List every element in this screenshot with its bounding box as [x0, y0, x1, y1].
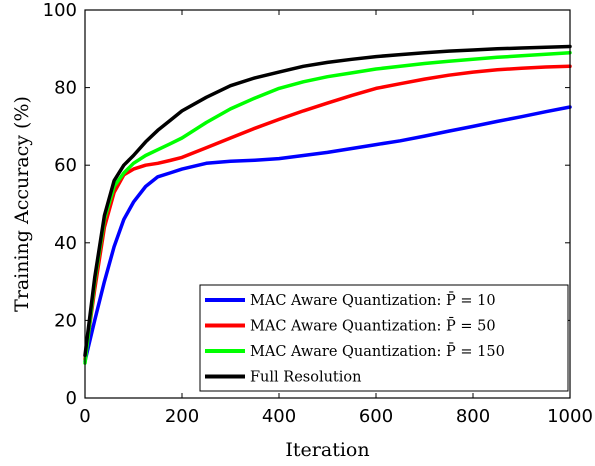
- tick-layer: 0 200 400 600 800 1000 0 20 40 60 80 100: [43, 0, 593, 427]
- plot-frame: [84, 9, 571, 399]
- legend-label: MAC Aware Quantization: P̄ = 10: [250, 291, 496, 309]
- x-tick-label: 1000: [547, 406, 593, 427]
- x-tick-label: 0: [79, 406, 90, 427]
- y-tick-label: 60: [54, 155, 77, 176]
- y-tick-label: 80: [54, 78, 77, 99]
- legend-label: MAC Aware Quantization: P̄ = 50: [250, 317, 496, 335]
- x-axis-title: Iteration: [285, 439, 369, 461]
- x-tick-label: 800: [456, 406, 490, 427]
- y-tick-label: 100: [43, 0, 77, 21]
- y-tick-label: 0: [66, 388, 77, 409]
- series-layer: [83, 44, 572, 365]
- x-tick-label: 600: [359, 406, 393, 427]
- x-tick-label: 400: [262, 406, 296, 427]
- legend-box: [199, 284, 569, 392]
- legend-label: Full Resolution: [250, 370, 361, 386]
- series-line-2: [83, 50, 572, 365]
- legend: MAC Aware Quantization: P̄ = 10 MAC Aware…: [199, 284, 569, 392]
- series-line-1: [83, 64, 572, 361]
- series-line-3: [83, 44, 572, 358]
- y-tick-label: 40: [54, 233, 77, 254]
- legend-label: MAC Aware Quantization: P̄ = 150: [250, 342, 505, 360]
- y-axis-title: Training Accuracy (%): [11, 96, 33, 312]
- series-line-0: [83, 105, 572, 363]
- y-tick-label: 20: [54, 310, 77, 331]
- x-tick-label: 200: [165, 406, 199, 427]
